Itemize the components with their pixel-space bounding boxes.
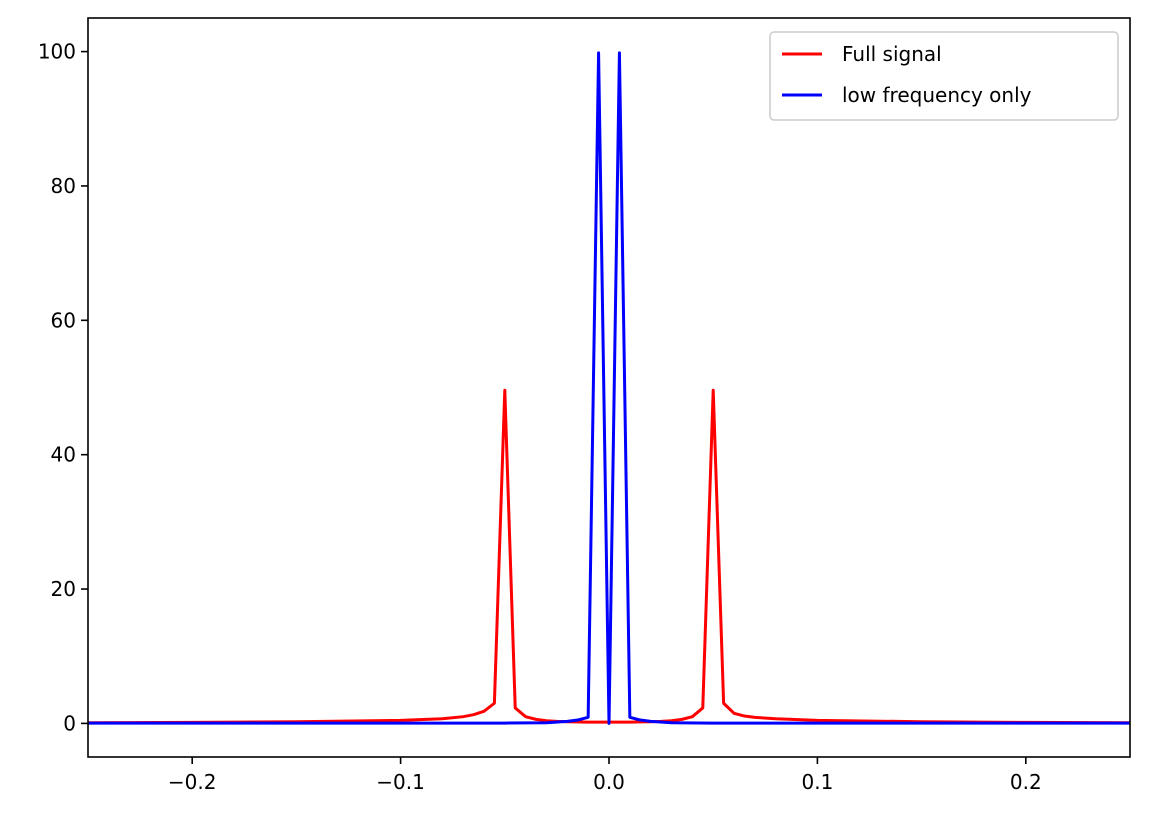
x-tick-label: 0.2 xyxy=(1010,770,1042,794)
plot-lines xyxy=(88,51,1130,725)
plot-frame xyxy=(87,17,1131,758)
legend-box xyxy=(769,31,1119,121)
x-tick-label: −0.1 xyxy=(376,770,425,794)
series-line-1 xyxy=(88,51,1130,725)
legend-label: Full signal xyxy=(842,42,942,66)
y-tick-label: 60 xyxy=(51,308,76,332)
x-tick-label: 0.0 xyxy=(593,770,625,794)
axes-ticks: −0.2 −0.1 0.0 0.1 0.2 0 20 40 60 80 100 xyxy=(38,40,1042,794)
y-tick-label: 100 xyxy=(38,40,76,64)
legend: Full signal low frequency only xyxy=(769,31,1119,121)
y-tick-label: 0 xyxy=(63,711,76,735)
y-tick-label: 20 xyxy=(51,577,76,601)
x-tick-label: 0.1 xyxy=(801,770,833,794)
x-tick-label: −0.2 xyxy=(168,770,217,794)
y-tick-label: 80 xyxy=(51,174,76,198)
legend-label: low frequency only xyxy=(842,83,1032,107)
y-tick-label: 40 xyxy=(51,443,76,467)
